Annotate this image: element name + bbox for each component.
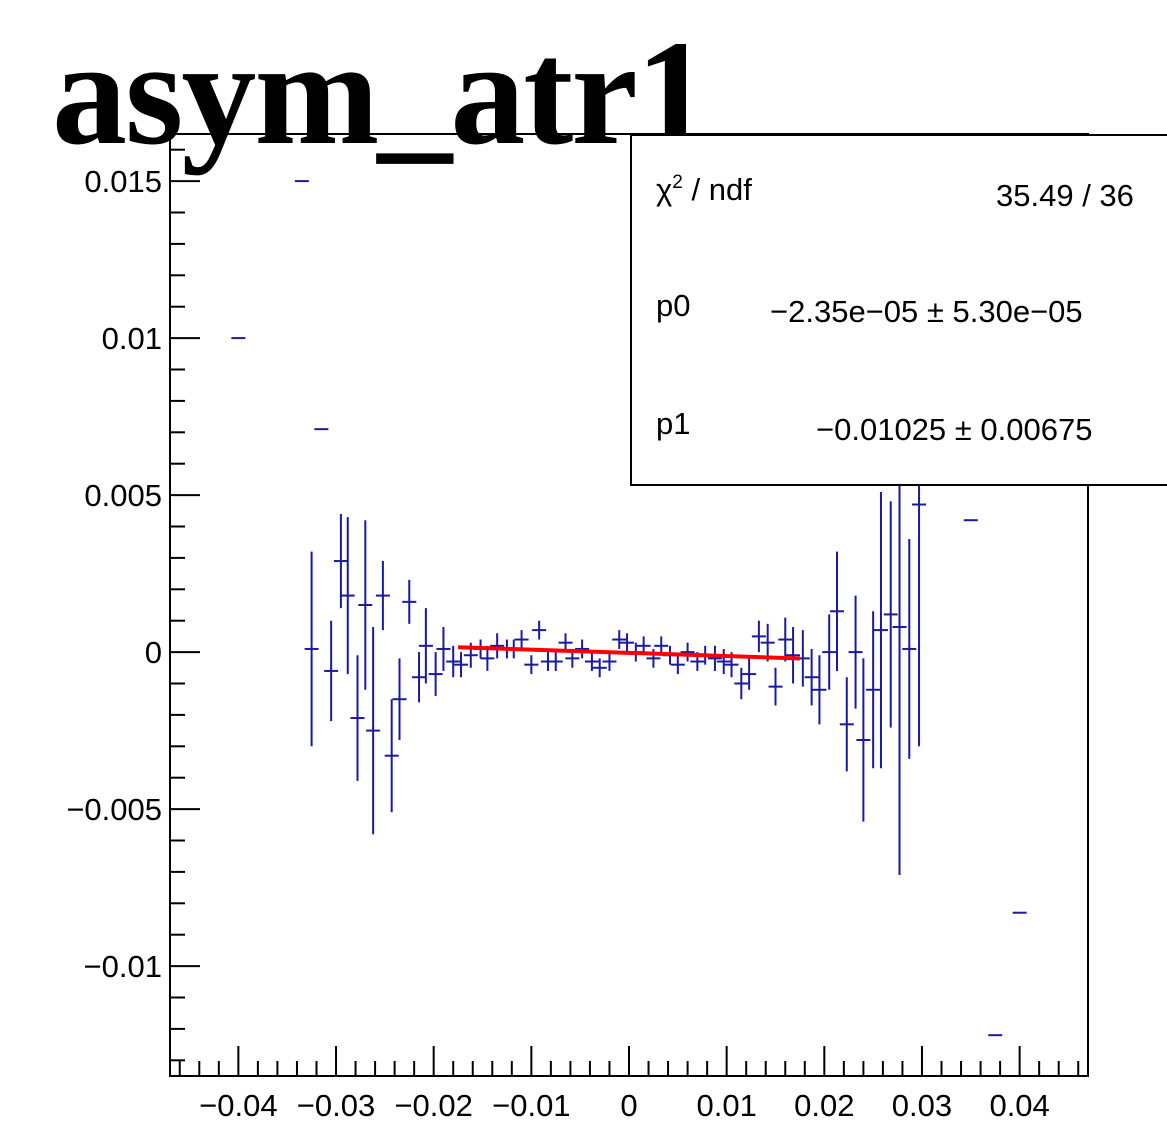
stat-row-p0: p0 −2.35e−05 ± 5.30e−05 xyxy=(656,288,1167,338)
x-tick-label: 0.02 xyxy=(794,1088,854,1123)
y-tick-label: 0.005 xyxy=(84,478,162,513)
p1-label: p1 xyxy=(656,406,691,441)
data-point xyxy=(532,620,547,640)
chart-title: asym_atr1 xyxy=(52,10,711,176)
y-tick-label: −0.005 xyxy=(66,792,162,827)
y-tick-label: −0.01 xyxy=(84,949,162,984)
data-point xyxy=(333,513,348,609)
chi2-label-text: / ndf xyxy=(691,172,752,207)
data-point xyxy=(384,699,399,813)
axis-tick-labels: −0.04 −0.03 −0.02 −0.01 0 0.01 0.02 0.03 0.04 0.0… xyxy=(66,164,1049,1123)
data-point xyxy=(402,579,417,624)
x-tick-label: −0.01 xyxy=(492,1088,570,1123)
data-point xyxy=(490,633,505,659)
stat-row-chi2: χ2 / ndf 35.49 / 36 xyxy=(656,172,1167,222)
x-tick-label: −0.02 xyxy=(394,1088,472,1123)
data-point xyxy=(548,652,563,671)
x-tick-label: −0.03 xyxy=(297,1088,375,1123)
data-point xyxy=(584,652,599,671)
data-point xyxy=(612,630,627,649)
data-point xyxy=(902,539,917,759)
fit-line-layer xyxy=(458,645,800,661)
data-point xyxy=(768,667,783,706)
data-point xyxy=(812,655,827,725)
x-tick-label: −0.04 xyxy=(199,1088,277,1123)
data-point xyxy=(436,626,451,671)
data-point xyxy=(454,652,469,678)
data-point xyxy=(778,617,793,662)
data-point xyxy=(418,608,433,684)
data-point xyxy=(786,626,801,684)
data-point xyxy=(375,561,390,631)
chi2-label: χ2 / ndf xyxy=(656,172,752,207)
data-point xyxy=(822,614,837,690)
data-point xyxy=(670,655,685,675)
y-tick-label: 0.01 xyxy=(102,321,162,356)
stat-row-p1: p1 −0.01025 ± 0.00675 xyxy=(656,406,1167,456)
data-point xyxy=(873,491,888,769)
data-point xyxy=(883,501,898,728)
fit-stats-box: χ2 / ndf 35.49 / 36 p0 −2.35e−05 ± 5.30e… xyxy=(630,134,1167,486)
data-point xyxy=(680,642,695,662)
data-point xyxy=(358,520,373,690)
data-point xyxy=(751,620,766,653)
data-point xyxy=(742,658,757,690)
data-point xyxy=(716,648,731,675)
data-point xyxy=(524,655,539,675)
data-point xyxy=(839,677,854,772)
data-point xyxy=(392,658,407,741)
p0-label: p0 xyxy=(656,288,691,323)
x-tick-label: 0.03 xyxy=(892,1088,952,1123)
data-point xyxy=(866,611,881,769)
x-tick-label: 0 xyxy=(620,1088,637,1123)
data-point xyxy=(707,645,722,671)
data-point xyxy=(350,655,365,781)
p0-value: −2.35e−05 ± 5.30e−05 xyxy=(770,294,1083,329)
data-point xyxy=(602,652,617,671)
data-point xyxy=(340,517,355,675)
p1-value: −0.01025 ± 0.00675 xyxy=(816,412,1093,447)
fit-line xyxy=(458,645,800,661)
data-point xyxy=(620,633,635,653)
chi2-value: 35.49 / 36 xyxy=(996,178,1134,213)
data-point xyxy=(304,551,319,747)
data-point xyxy=(592,658,607,678)
x-tick-label: 0.01 xyxy=(696,1088,756,1123)
data-point xyxy=(514,630,529,649)
data-point xyxy=(830,551,845,671)
y-tick-label: 0 xyxy=(145,635,162,670)
data-point xyxy=(734,667,749,700)
data-point xyxy=(366,626,381,835)
data-point xyxy=(804,648,819,706)
data-point xyxy=(848,595,863,709)
data-point xyxy=(856,658,871,822)
y-tick-label: 0.015 xyxy=(84,164,162,199)
data-point xyxy=(760,623,775,662)
data-point xyxy=(446,645,461,678)
data-point xyxy=(428,652,443,697)
x-tick-label: 0.04 xyxy=(989,1088,1049,1123)
data-point xyxy=(412,652,427,703)
data-point xyxy=(324,620,339,722)
data-point xyxy=(575,639,590,659)
axis-ticks xyxy=(170,148,1080,1076)
